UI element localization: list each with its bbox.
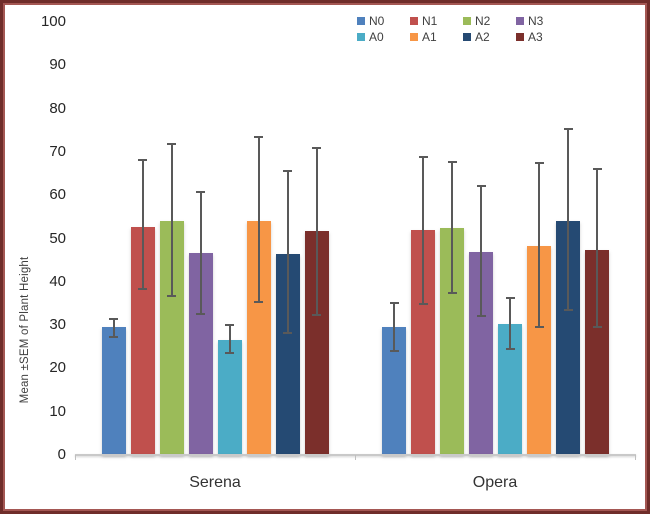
legend-item-n2: N2 bbox=[463, 13, 516, 28]
legend-label: N0 bbox=[369, 13, 385, 28]
legend-swatch-icon bbox=[357, 16, 365, 25]
bar-cell-A3-serena bbox=[304, 22, 329, 455]
legend-label: A3 bbox=[528, 29, 543, 44]
legend: N0 N1 N2 N3 A0 A1 A2 A3 bbox=[357, 13, 569, 44]
bar-cell-A1-serena bbox=[246, 22, 271, 455]
legend-swatch-icon bbox=[410, 32, 418, 41]
error-bar-A1-opera bbox=[534, 162, 544, 329]
y-axis-title: Mean ±SEM of Plant Height bbox=[19, 256, 31, 404]
y-tick-label: 80 bbox=[49, 99, 66, 117]
y-tick-label: 100 bbox=[40, 13, 66, 30]
y-tick-label: 10 bbox=[49, 402, 66, 420]
error-bar-A3-opera bbox=[592, 167, 602, 329]
legend-swatch-icon bbox=[516, 32, 524, 41]
bar-cell-A0-opera bbox=[498, 22, 523, 455]
bar-N0-serena bbox=[101, 327, 126, 455]
error-bar-A0-opera bbox=[505, 297, 515, 351]
error-bar-N0-serena bbox=[109, 318, 119, 339]
y-tick-label: 30 bbox=[49, 316, 66, 334]
legend-item-a1: A1 bbox=[410, 29, 463, 44]
bar-cell-N3-opera bbox=[469, 22, 494, 455]
error-bar-A2-serena bbox=[283, 170, 293, 335]
legend-label: N3 bbox=[528, 13, 544, 28]
legend-swatch-icon bbox=[516, 16, 524, 25]
error-bar-N3-serena bbox=[196, 190, 206, 316]
legend-swatch-icon bbox=[357, 32, 365, 41]
legend-item-n0: N0 bbox=[357, 13, 410, 28]
bar-group-serena bbox=[75, 22, 356, 455]
legend-label: N1 bbox=[422, 13, 438, 28]
x-axis-tick bbox=[75, 455, 76, 460]
error-bar-N2-serena bbox=[167, 142, 177, 298]
bar-cell-N1-serena bbox=[130, 22, 155, 455]
legend-swatch-icon bbox=[463, 32, 471, 41]
error-bar-N1-opera bbox=[418, 155, 428, 306]
legend-item-a3: A3 bbox=[516, 29, 569, 44]
bar-group-opera bbox=[356, 22, 637, 455]
error-bar-N1-serena bbox=[138, 158, 148, 290]
legend-item-a2: A2 bbox=[463, 29, 516, 44]
bar-cell-A0-serena bbox=[217, 22, 242, 455]
y-tick-label: 90 bbox=[49, 56, 66, 74]
bar-chart: Mean ±SEM of Plant Height 0 10 20 30 40 50 60 7… bbox=[8, 8, 642, 506]
y-tick-label: 70 bbox=[49, 142, 66, 160]
bar-cell-N1-opera bbox=[411, 22, 436, 455]
error-bar-N0-opera bbox=[389, 302, 399, 353]
bar-cell-A1-opera bbox=[527, 22, 552, 455]
error-bar-A2-opera bbox=[563, 128, 573, 311]
y-tick-label: 20 bbox=[49, 359, 66, 377]
bar-groups bbox=[75, 22, 636, 455]
plot-area bbox=[75, 22, 636, 460]
legend-item-a0: A0 bbox=[357, 29, 410, 44]
y-tick-label: 60 bbox=[49, 186, 66, 204]
legend-label: A1 bbox=[422, 29, 437, 44]
error-bar-A0-serena bbox=[225, 323, 235, 355]
bar-cell-A3-opera bbox=[585, 22, 610, 455]
y-tick-label: 0 bbox=[57, 446, 66, 463]
legend-item-n1: N1 bbox=[410, 13, 463, 28]
legend-label: N2 bbox=[475, 13, 491, 28]
bar-cell-A2-opera bbox=[556, 22, 581, 455]
bar-A0-serena bbox=[217, 340, 242, 455]
bar-cell-A2-serena bbox=[275, 22, 300, 455]
category-label-opera: Opera bbox=[472, 474, 518, 491]
error-bar-A1-serena bbox=[254, 136, 264, 304]
error-bar-N3-opera bbox=[476, 184, 486, 318]
y-tick-label: 50 bbox=[49, 229, 66, 247]
error-bar-N2-opera bbox=[447, 161, 457, 294]
bar-cell-N2-opera bbox=[440, 22, 465, 455]
legend-label: A2 bbox=[475, 29, 490, 44]
legend-item-n3: N3 bbox=[516, 13, 569, 28]
legend-swatch-icon bbox=[410, 16, 418, 25]
error-bar-A3-serena bbox=[312, 147, 322, 317]
y-tick-label: 40 bbox=[49, 272, 66, 290]
x-axis-tick bbox=[635, 455, 636, 460]
legend-label: A0 bbox=[369, 29, 384, 44]
bar-cell-N3-serena bbox=[188, 22, 213, 455]
bar-cell-N2-serena bbox=[159, 22, 184, 455]
x-axis-tick bbox=[355, 455, 356, 460]
bar-cell-N0-serena bbox=[101, 22, 126, 455]
bar-cell-N0-opera bbox=[382, 22, 407, 455]
category-label-serena: Serena bbox=[189, 474, 241, 491]
legend-swatch-icon bbox=[463, 16, 471, 25]
